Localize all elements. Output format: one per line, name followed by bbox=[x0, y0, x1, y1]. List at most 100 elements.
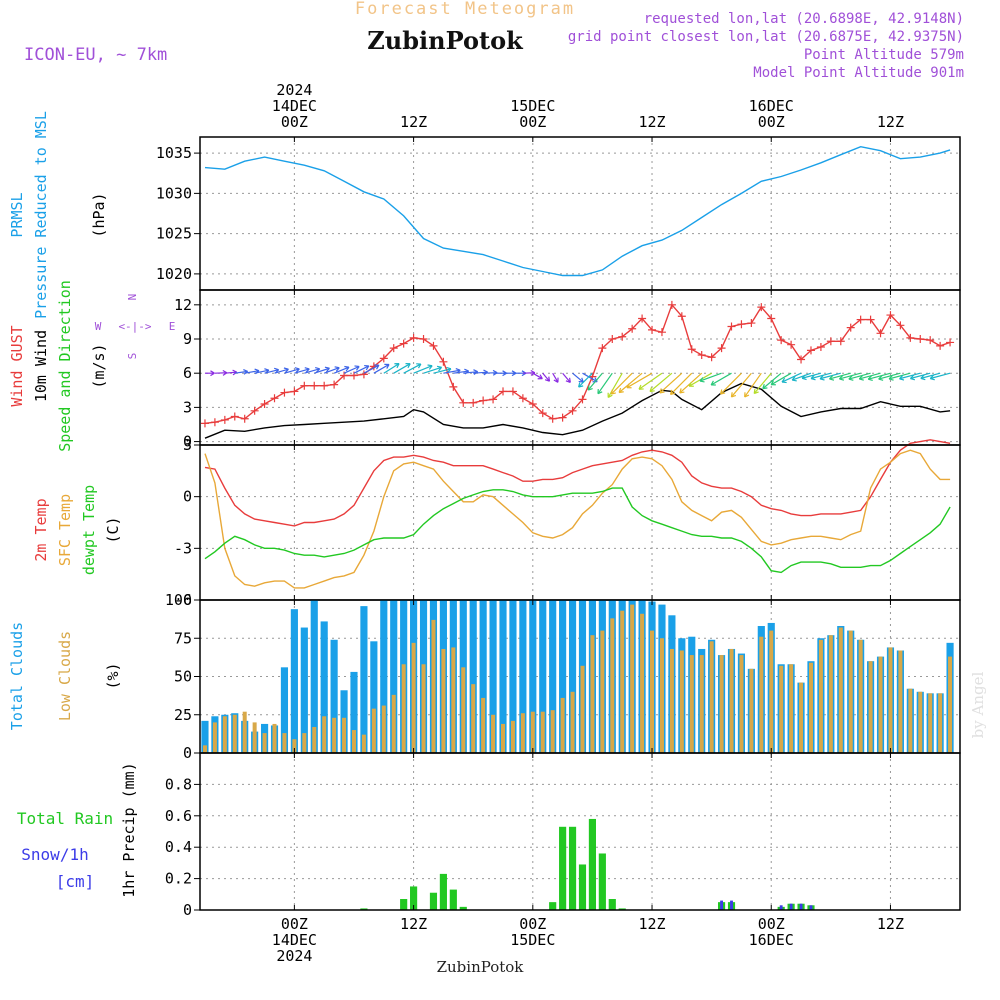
wind-arrow bbox=[244, 370, 260, 374]
gust-marker bbox=[280, 388, 289, 397]
wind-arrow bbox=[762, 372, 782, 390]
gust-marker bbox=[538, 409, 547, 418]
gust-marker bbox=[528, 399, 537, 408]
temp-panel-labels: 2m Temp SFC Temp dewpt Temp (C) bbox=[32, 485, 122, 575]
time-label: 00Z bbox=[758, 113, 785, 131]
gust-marker bbox=[240, 414, 249, 423]
wind-arrow bbox=[720, 372, 742, 395]
wind-arrowhead bbox=[394, 363, 400, 369]
gust-marker bbox=[906, 333, 915, 342]
wind-arrowhead bbox=[283, 367, 289, 374]
low-cloud-bar bbox=[391, 694, 396, 753]
low-cloud-bar bbox=[918, 691, 923, 753]
wind-arrowhead bbox=[416, 363, 422, 369]
gust-marker bbox=[936, 341, 945, 350]
wind-arrowhead bbox=[688, 381, 694, 387]
total-cloud-bar bbox=[509, 600, 517, 753]
gust-marker bbox=[260, 399, 269, 408]
wind-arrow bbox=[284, 368, 300, 374]
wind-arrow bbox=[819, 372, 841, 380]
time-label: 00Z bbox=[519, 113, 546, 131]
low-cloud-bar bbox=[779, 665, 784, 753]
low-cloud-bar bbox=[749, 668, 754, 753]
low-cloud-bar bbox=[530, 711, 535, 753]
time-label: 15DEC bbox=[510, 931, 555, 949]
wind-arrow bbox=[930, 372, 951, 380]
wind-arrow bbox=[791, 372, 812, 381]
wind-arrowhead bbox=[530, 369, 536, 376]
low-cloud-bar bbox=[550, 710, 555, 753]
gust-marker bbox=[320, 381, 329, 390]
wind-arrow bbox=[403, 363, 422, 374]
gust-marker bbox=[896, 321, 905, 330]
gust-marker bbox=[648, 325, 657, 334]
wind-arrowhead bbox=[791, 376, 797, 382]
panel-unit: 1hr Precip (mm) bbox=[120, 762, 138, 897]
y-tick-label: 1030 bbox=[156, 184, 192, 202]
time-label: 2024 bbox=[276, 81, 312, 99]
wind-arrow bbox=[868, 372, 891, 380]
wind-arrow bbox=[562, 372, 571, 383]
wind-arrow bbox=[473, 371, 488, 374]
low-cloud-bar bbox=[361, 734, 366, 753]
total-cloud-bar bbox=[489, 600, 497, 753]
wind-arrow bbox=[659, 372, 683, 394]
wind-arrow bbox=[532, 372, 543, 380]
time-label: 00Z bbox=[519, 915, 546, 933]
wind-arrowhead bbox=[427, 364, 433, 370]
gust-marker bbox=[797, 355, 806, 364]
low-cloud-bar bbox=[878, 656, 883, 753]
wind-arrowhead bbox=[753, 388, 759, 395]
wind-arrow bbox=[649, 372, 673, 392]
gust-marker bbox=[449, 382, 458, 391]
wind-arrowhead bbox=[848, 375, 854, 381]
gust-marker bbox=[598, 344, 607, 353]
wind-arrowhead bbox=[364, 364, 370, 371]
y-tick-label: 6 bbox=[183, 364, 192, 382]
time-label: 14DEC bbox=[272, 97, 317, 115]
snow-bar bbox=[779, 905, 783, 910]
wind-arrow bbox=[801, 372, 822, 379]
low-cloud-bar bbox=[222, 716, 227, 753]
gust-marker bbox=[816, 342, 825, 351]
gust-marker bbox=[657, 328, 666, 337]
wind-arrow bbox=[463, 371, 478, 374]
wind-arrowhead bbox=[565, 377, 571, 383]
clouds-panel-labels: Total Clouds Low Clouds (%) bbox=[8, 622, 122, 730]
y-tick-label: 12 bbox=[174, 296, 192, 314]
total-cloud-bar bbox=[280, 667, 289, 753]
y-tick-label: 50 bbox=[174, 668, 192, 686]
low-cloud-bar bbox=[759, 636, 764, 753]
panel-unit: (m/s) bbox=[90, 343, 108, 388]
wind-arrowhead bbox=[597, 388, 603, 395]
wind-arrowhead bbox=[801, 374, 807, 381]
low-cloud-bar bbox=[719, 655, 724, 753]
panel-label: SFC Temp bbox=[56, 494, 74, 566]
low-cloud-bar bbox=[799, 682, 804, 753]
wind-arrowhead bbox=[730, 392, 737, 398]
gust-marker bbox=[946, 338, 955, 347]
total-cloud-bar bbox=[529, 600, 537, 753]
low-cloud-bar bbox=[302, 733, 307, 753]
wind-arrowhead bbox=[553, 377, 559, 383]
gust-marker bbox=[379, 354, 388, 363]
wind-arrow bbox=[433, 368, 452, 374]
closest-coords: grid point closest lon,lat (20.6875E, 42… bbox=[568, 29, 964, 45]
wind-arrow bbox=[839, 372, 861, 380]
gust-marker bbox=[916, 335, 925, 344]
total-cloud-bar bbox=[201, 720, 209, 753]
gust-marker bbox=[290, 387, 299, 396]
wind-arrowhead bbox=[344, 365, 350, 372]
y-tick-label: 0.2 bbox=[165, 870, 192, 888]
watermark: by Angel bbox=[969, 671, 987, 738]
low-cloud-bar bbox=[669, 648, 674, 753]
gust-marker bbox=[618, 332, 627, 341]
compass-north: N bbox=[126, 294, 139, 301]
low-cloud-bar bbox=[510, 720, 515, 753]
gust-marker bbox=[548, 414, 557, 423]
rain-bar bbox=[449, 889, 457, 910]
wind-arrow bbox=[353, 365, 370, 374]
wind-arrow bbox=[393, 363, 411, 374]
y-tick-label: 0 bbox=[183, 744, 192, 762]
